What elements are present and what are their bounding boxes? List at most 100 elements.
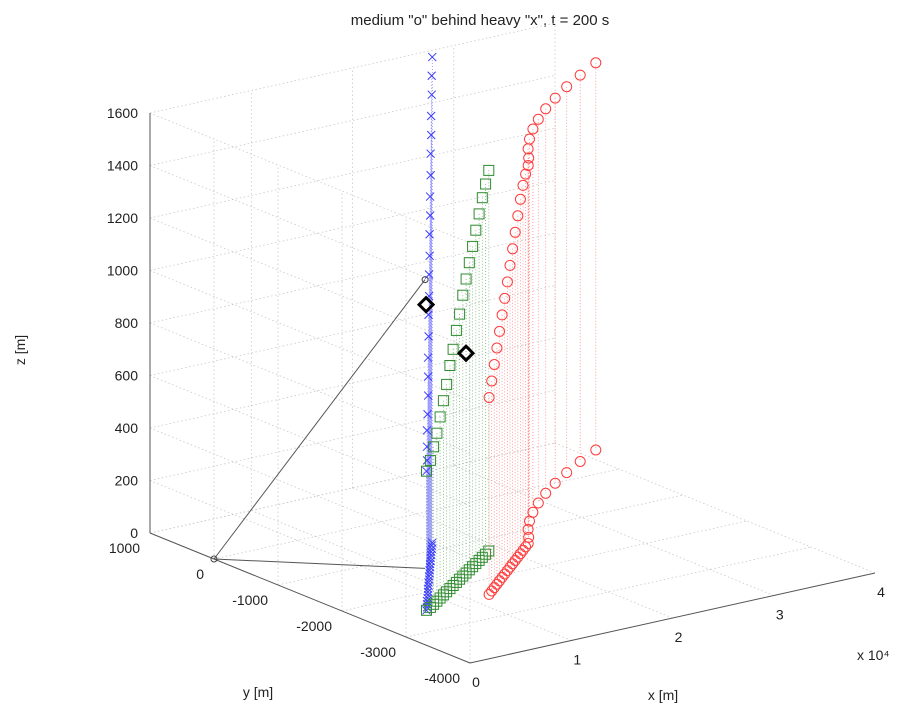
back-wall-grid-line	[149, 232, 556, 324]
series-marker-circle	[590, 57, 602, 69]
series-marker-circle	[527, 123, 539, 135]
back-wall-grid-line	[149, 22, 556, 114]
series-marker-square	[428, 441, 440, 453]
series-marker-square	[441, 378, 453, 390]
x-tick-label: 2	[675, 629, 683, 645]
series-markers	[416, 52, 602, 616]
series-marker-x	[423, 409, 432, 419]
series-marker-square	[476, 192, 488, 204]
floor-shadow-marker	[499, 568, 511, 580]
side-wall-grid-line	[149, 375, 471, 506]
floor-shadow-marker	[590, 444, 602, 456]
floor-shadow-marker	[527, 506, 539, 518]
highlight-diamond-marker	[456, 344, 476, 363]
series-marker-circle	[549, 92, 561, 104]
y-axis-line	[149, 532, 471, 664]
floor-shadow-marker	[467, 561, 479, 573]
series-marker-square	[421, 465, 432, 477]
floor-shadow-marker	[540, 487, 552, 499]
side-wall-grid-line	[149, 165, 471, 296]
floor-shadow-marker	[488, 582, 500, 594]
series-marker-x	[422, 456, 432, 465]
highlight-diamond-marker	[416, 295, 436, 314]
floor-shadow-marker	[491, 578, 503, 590]
series-marker-circle	[483, 392, 495, 403]
floor-shadow-marker	[522, 523, 534, 535]
floor-grid-line	[554, 442, 876, 574]
z-tick-label: 800	[115, 315, 139, 331]
floor-shadow-marker	[434, 592, 446, 604]
series-marker-circle	[512, 210, 524, 222]
floor-shadow-marker	[509, 555, 521, 566]
series-marker-x	[422, 442, 432, 452]
series-marker-x	[425, 229, 434, 239]
y-tick-label: -4000	[424, 670, 460, 686]
floor-shadow-marker	[457, 570, 469, 582]
series-marker-x	[424, 270, 434, 279]
floor-grid-line	[213, 468, 620, 560]
floor-shadow-marker	[496, 571, 508, 583]
series-marker-square	[483, 164, 495, 176]
x-tick-label: 4	[877, 584, 885, 600]
back-wall-grid-line	[149, 442, 556, 534]
floor-shadow-marker	[520, 541, 532, 553]
series-marker-square	[473, 208, 485, 220]
z-tick-label: 1600	[107, 105, 138, 121]
series-marker-circle	[509, 226, 521, 238]
floor-shadow-marker	[486, 585, 498, 597]
grid-layer	[149, 22, 876, 664]
floor-shadow-marker	[427, 541, 437, 550]
back-wall-grid-line	[149, 337, 556, 429]
floor-shadow-marker	[470, 558, 482, 570]
x-tick-label: 3	[776, 607, 784, 623]
series-marker-x	[426, 130, 436, 140]
side-wall-grid-line	[149, 480, 471, 611]
series-marker-x	[423, 372, 433, 381]
y-tick-label: -2000	[296, 618, 332, 634]
x-axis-multiplier: x 10⁴	[857, 647, 889, 663]
series-marker-x	[427, 52, 437, 62]
floor-shadow-marker	[424, 601, 436, 613]
series-marker-square	[460, 273, 472, 285]
floor-shadow-marker	[501, 565, 513, 577]
floor-grid-line	[251, 510, 572, 641]
floor-shadow-marker	[437, 589, 449, 601]
series-marker-square	[480, 178, 492, 190]
z-tick-label: 1000	[107, 263, 138, 279]
series-marker-x	[426, 111, 436, 121]
series-marker-square	[424, 454, 436, 466]
series-marker-square	[457, 289, 469, 301]
series-marker-circle	[574, 69, 586, 81]
floor-shadow-marker	[428, 598, 440, 610]
projection-stems	[426, 57, 597, 611]
x-tick-label: 0	[472, 674, 480, 690]
z-tick-label: 1200	[107, 210, 138, 226]
floor-grid-line	[341, 520, 748, 612]
z-tick-label: 0	[130, 525, 138, 541]
series-marker-x	[425, 211, 435, 220]
floor-grid-line	[405, 546, 812, 638]
series-marker-x	[424, 331, 433, 341]
floor-shadow-marker	[522, 538, 534, 549]
z-axis-label: z [m]	[12, 335, 28, 365]
y-tick-label: 0	[196, 566, 204, 582]
series-marker-square	[434, 411, 446, 423]
side-wall-grid-line	[149, 217, 471, 349]
z-tick-label: 200	[115, 473, 139, 489]
series-marker-circle	[540, 103, 552, 115]
x-tick-label: 1	[573, 652, 581, 668]
series-marker-circle	[520, 168, 532, 180]
series-marker-circle	[524, 133, 535, 145]
series-marker-circle	[501, 276, 513, 288]
floor-shadow-marker	[454, 573, 466, 585]
floor-shadow-marker	[483, 588, 495, 600]
floor-shadow-marker	[421, 604, 432, 616]
series-marker-square	[467, 240, 479, 252]
back-wall-grid-line	[149, 180, 556, 271]
chart-title: medium "o" behind heavy "x", t = 200 s	[351, 12, 610, 29]
back-wall-grid-line	[149, 127, 556, 219]
x-axis-label: x [m]	[648, 687, 678, 703]
z-tick-label: 600	[115, 368, 139, 384]
series-marker-circle	[504, 259, 516, 271]
